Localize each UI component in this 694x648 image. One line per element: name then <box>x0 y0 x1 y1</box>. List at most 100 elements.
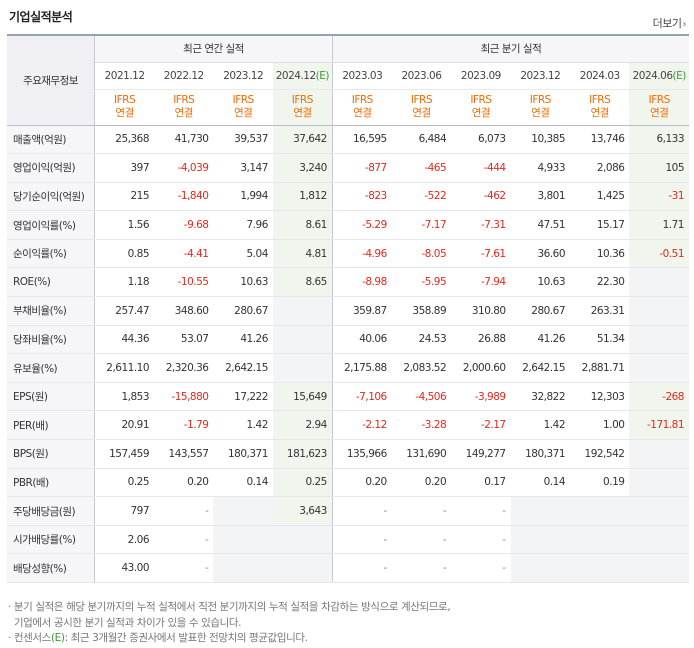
value-cell: 13,746 <box>570 125 630 155</box>
table-row: 순이익률(%) 0.85 -4.41 5.04 4.81 -4.96 -8.05 -7.61 3… <box>7 239 689 269</box>
value-cell: 10,385 <box>510 125 571 155</box>
row-label: 유보율(%) <box>7 353 96 383</box>
value-cell <box>629 496 689 526</box>
accounting-standard: IFRS 연결 <box>331 89 392 126</box>
value-cell: 15,649 <box>272 381 333 412</box>
value-cell: 4.81 <box>272 239 333 269</box>
value-cell: 41.26 <box>213 325 273 355</box>
value-cell <box>213 525 273 555</box>
accounting-standard: IFRS 연결 <box>629 89 689 126</box>
value-cell: 0.17 <box>451 468 511 498</box>
period-header: 2024.06(E) <box>629 62 689 90</box>
value-cell: -1.79 <box>154 410 214 441</box>
value-cell <box>570 553 630 583</box>
value-cell <box>272 353 333 383</box>
value-cell: 181,623 <box>272 439 333 469</box>
value-cell: - <box>331 525 392 555</box>
value-cell: 17,222 <box>213 381 273 412</box>
value-cell: 280.67 <box>213 296 273 326</box>
value-cell: 359.87 <box>331 296 392 326</box>
value-cell: 36.60 <box>510 239 571 269</box>
estimate-mark: (E) <box>50 632 65 644</box>
footnote-1-cont: 기업에서 공시한 분기 실적과 차이가 있을 수 있습니다. <box>8 616 450 632</box>
value-cell: 43.00 <box>94 553 155 583</box>
value-cell: - <box>391 553 452 583</box>
row-label: PER(배) <box>7 410 96 441</box>
footnotes: · 분기 실적은 해당 분기까지의 누적 실적에서 직전 분기까지의 누적 실적… <box>8 600 451 647</box>
value-cell <box>213 553 273 583</box>
value-cell: 2,086 <box>570 153 630 183</box>
value-cell: -268 <box>629 381 689 412</box>
value-cell: 192,542 <box>570 439 630 469</box>
table-row: 시가배당률(%) 2.06- - - - <box>7 525 689 555</box>
standard-header-row: IFRS 연결 IFRS 연결 IFRS 연결 IFRS 연결 IFRS 연결 IFRS 연결 IFRS… <box>7 89 689 126</box>
value-cell: 15.17 <box>570 210 630 240</box>
row-label: ROE(%) <box>7 267 96 298</box>
row-label: 영업이익(억원) <box>7 153 96 183</box>
accounting-standard: IFRS 연결 <box>272 89 333 126</box>
value-cell: 0.20 <box>391 468 452 498</box>
value-cell: -4.96 <box>331 239 392 269</box>
row-label: 매출액(억원) <box>7 125 96 155</box>
value-cell: -171.81 <box>629 410 689 441</box>
table-row: 당기순이익(억원) 215 -1,840 1,994 1,812 -823 -522 -462… <box>7 182 689 212</box>
accounting-standard: IFRS 연결 <box>510 89 571 126</box>
table-row: 주당배당금(원) 797-3,643- - - <box>7 496 689 526</box>
value-cell: -31 <box>629 182 689 212</box>
value-cell: 8.61 <box>272 210 333 240</box>
value-cell: 2,642.15 <box>510 353 571 383</box>
value-cell <box>272 296 333 326</box>
row-label: 영업이익률(%) <box>7 210 96 240</box>
value-cell <box>629 439 689 469</box>
value-cell: -15,880 <box>154 381 214 412</box>
value-cell <box>272 553 333 583</box>
group-quarter-header: 최근 분기 실적 <box>331 35 689 63</box>
row-label: 순이익률(%) <box>7 239 96 269</box>
value-cell: - <box>154 525 214 555</box>
value-cell: -8.05 <box>391 239 452 269</box>
value-cell: 24.53 <box>391 325 452 355</box>
value-cell: -4,039 <box>154 153 214 183</box>
value-cell: 135,966 <box>331 439 392 469</box>
value-cell: 6,484 <box>391 125 452 155</box>
row-label: 배당성향(%) <box>7 553 96 583</box>
footnote-text: 기업에서 공시한 분기 실적과 차이가 있을 수 있습니다. <box>13 616 242 629</box>
value-cell: 1.42 <box>213 410 273 441</box>
value-cell: -3,989 <box>451 381 511 412</box>
value-cell: -7.31 <box>451 210 511 240</box>
value-cell: -522 <box>391 182 452 212</box>
value-cell: 8.65 <box>272 267 333 298</box>
table-row: 영업이익(억원) 397 -4,039 3,147 3,240 -877 -465 -444 4… <box>7 153 689 183</box>
value-cell: 12,303 <box>570 381 630 412</box>
more-link[interactable]: 더보기› <box>653 15 687 31</box>
value-cell: 10.63 <box>510 267 571 298</box>
value-cell: -465 <box>391 153 452 183</box>
value-cell: 41,730 <box>154 125 214 155</box>
row-label: BPS(원) <box>7 439 96 469</box>
estimate-mark: (E) <box>315 69 330 82</box>
row-label: 주당배당금(원) <box>7 496 96 526</box>
footnote-text: 분기 실적은 해당 분기까지의 누적 실적에서 직전 분기까지의 누적 실적을 … <box>13 601 451 613</box>
value-cell: 1.18 <box>94 267 155 298</box>
value-cell: 2,642.15 <box>213 353 273 383</box>
value-cell: - <box>451 553 511 583</box>
value-cell: 39,537 <box>213 125 273 155</box>
value-cell: 280.67 <box>510 296 571 326</box>
value-cell: 1.71 <box>629 210 689 240</box>
value-cell: 2.94 <box>272 410 333 441</box>
chevron-right-icon: › <box>682 19 687 30</box>
table-row: 당좌비율(%) 44.36 53.07 41.26 40.06 24.53 26.88 41.… <box>7 325 689 355</box>
period-header: 2022.12 <box>154 62 214 90</box>
table-row: EPS(원) 1,853 -15,880 17,222 15,649 -7,106 -4,5… <box>7 381 689 412</box>
value-cell <box>629 468 689 498</box>
value-cell: -10.55 <box>154 267 214 298</box>
accounting-standard: IFRS 연결 <box>213 89 273 126</box>
accounting-standard: IFRS 연결 <box>570 89 630 126</box>
value-cell: 0.25 <box>94 468 155 498</box>
accounting-standard: IFRS 연결 <box>94 89 155 126</box>
value-cell: 5.04 <box>213 239 273 269</box>
value-cell: -7,106 <box>331 381 392 412</box>
value-cell: 25,368 <box>94 125 155 155</box>
value-cell: 2,881.71 <box>570 353 630 383</box>
value-cell <box>213 496 273 526</box>
